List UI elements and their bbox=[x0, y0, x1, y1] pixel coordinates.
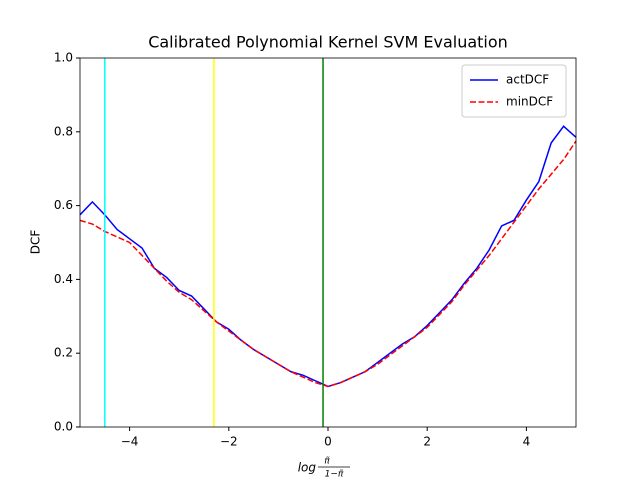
y-tick-label: 0.6 bbox=[54, 198, 73, 212]
y-axis-label: DCF bbox=[29, 230, 43, 255]
x-axis-label: 1−π̃ bbox=[325, 470, 344, 480]
data-line bbox=[79, 125, 577, 388]
legend-box bbox=[461, 64, 567, 118]
legend-label: minDCF bbox=[506, 95, 553, 109]
data-line bbox=[79, 140, 577, 388]
y-tick-label: 0.8 bbox=[54, 124, 73, 138]
x-tick-label: 0 bbox=[324, 435, 332, 449]
x-tick-label: 4 bbox=[523, 435, 531, 449]
y-tick-label: 0.0 bbox=[54, 420, 73, 434]
x-axis-label: log bbox=[298, 461, 317, 475]
x-tick-label: −4 bbox=[121, 435, 139, 449]
y-tick-label: 0.4 bbox=[54, 272, 73, 286]
x-tick-label: −2 bbox=[220, 435, 238, 449]
chart-title: Calibrated Polynomial Kernel SVM Evaluat… bbox=[148, 33, 508, 52]
plot-frame bbox=[79, 57, 577, 428]
y-tick-label: 0.2 bbox=[54, 346, 73, 360]
legend-label: actDCF bbox=[506, 73, 549, 87]
x-axis-label: π̃ bbox=[324, 457, 330, 467]
x-tick-label: 2 bbox=[423, 435, 431, 449]
y-tick-label: 1.0 bbox=[54, 51, 73, 65]
